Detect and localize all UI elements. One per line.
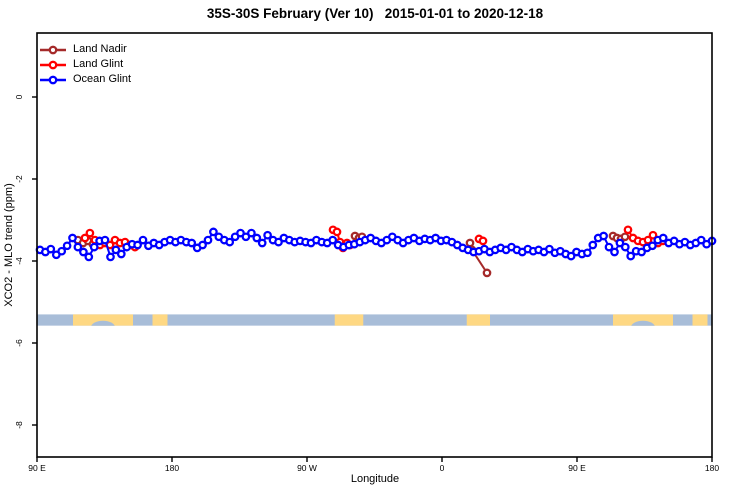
x-tick-label: 90 E xyxy=(28,463,46,473)
data-point xyxy=(588,240,598,250)
legend-line-circle-icon xyxy=(40,75,66,84)
x-tick-label: 180 xyxy=(704,463,720,473)
data-point xyxy=(57,246,67,256)
data-point xyxy=(116,249,126,259)
x-axis-label: Longitude xyxy=(350,473,400,485)
legend-item: Land Glint xyxy=(40,57,131,72)
data-point xyxy=(626,251,636,261)
data-point xyxy=(68,233,77,243)
data-point xyxy=(187,238,197,248)
data-point xyxy=(46,244,56,254)
data-point xyxy=(610,247,619,257)
data-point xyxy=(73,242,83,252)
data-point xyxy=(648,241,657,251)
plot-border xyxy=(36,32,713,458)
data-point xyxy=(198,240,207,250)
data-point xyxy=(545,244,554,254)
coast-notch xyxy=(631,320,655,326)
y-tick-label: 0 xyxy=(14,94,24,100)
chart-title: 35S-30S February (Ver 10) 2015-01-01 to … xyxy=(206,6,544,21)
data-point xyxy=(648,230,658,240)
data-point xyxy=(274,237,283,247)
land-patch xyxy=(692,314,708,326)
data-point xyxy=(138,235,148,245)
legend-item: Ocean Glint xyxy=(40,72,131,87)
land-ocean-strip xyxy=(37,314,712,326)
land-patch xyxy=(466,314,490,326)
x-tick-label: 90 W xyxy=(297,463,317,473)
y-tick-label: -6 xyxy=(14,339,24,347)
legend-label: Land Glint xyxy=(73,58,124,70)
data-point xyxy=(84,252,94,262)
data-point xyxy=(615,238,625,248)
data-point xyxy=(620,242,630,252)
coast-notch xyxy=(91,320,115,326)
data-point xyxy=(637,247,646,257)
data-point xyxy=(79,247,88,257)
legend-label: Land Nadir xyxy=(73,43,127,55)
x-tick-label: 180 xyxy=(164,463,180,473)
data-point xyxy=(566,251,576,261)
data-point xyxy=(85,228,95,238)
data-point xyxy=(332,227,342,237)
legend: Land Nadir Land Glint Ocean Glint xyxy=(40,42,131,87)
y-tick-label: -8 xyxy=(14,421,24,429)
data-point xyxy=(100,235,110,245)
y-axis-label: XCO2 - MLO trend (ppm) xyxy=(3,183,15,307)
data-point xyxy=(658,233,668,243)
data-point xyxy=(62,241,72,251)
x-tick-label: 90 E xyxy=(568,463,586,473)
data-point xyxy=(583,248,592,258)
data-point xyxy=(111,245,121,255)
series-ocean-glint xyxy=(35,227,717,262)
data-point xyxy=(252,233,262,243)
data-point xyxy=(599,231,608,241)
data-point xyxy=(643,235,653,245)
data-point xyxy=(133,240,142,250)
legend-label: Ocean Glint xyxy=(73,73,132,85)
land-patch xyxy=(613,314,673,326)
data-point xyxy=(604,242,614,252)
land-patch xyxy=(334,314,364,326)
legend-line-circle-icon xyxy=(40,60,66,69)
data-point xyxy=(328,235,338,245)
legend-line-circle-icon xyxy=(40,45,66,54)
y-tick-label: -4 xyxy=(14,257,24,265)
data-point xyxy=(209,227,218,237)
data-point xyxy=(241,232,251,242)
data-point xyxy=(623,225,633,235)
legend-item: Land Nadir xyxy=(40,42,131,57)
axes xyxy=(32,32,713,462)
data-point xyxy=(482,268,492,278)
data-point xyxy=(106,252,115,262)
x-tick-label: 0 xyxy=(439,463,445,473)
data-point xyxy=(225,237,235,247)
data-point xyxy=(89,242,99,252)
y-tick-label: -2 xyxy=(14,175,24,183)
data-point xyxy=(465,238,475,248)
ocean-band xyxy=(37,314,712,326)
data-point xyxy=(263,230,272,240)
data-point xyxy=(247,228,256,238)
data-point xyxy=(620,232,630,242)
data-point xyxy=(257,238,267,248)
data-point xyxy=(696,235,706,245)
data-point xyxy=(478,236,488,246)
land-patch xyxy=(152,314,168,326)
data-point xyxy=(80,233,90,243)
land-patch xyxy=(73,314,133,326)
data-point xyxy=(203,235,213,245)
